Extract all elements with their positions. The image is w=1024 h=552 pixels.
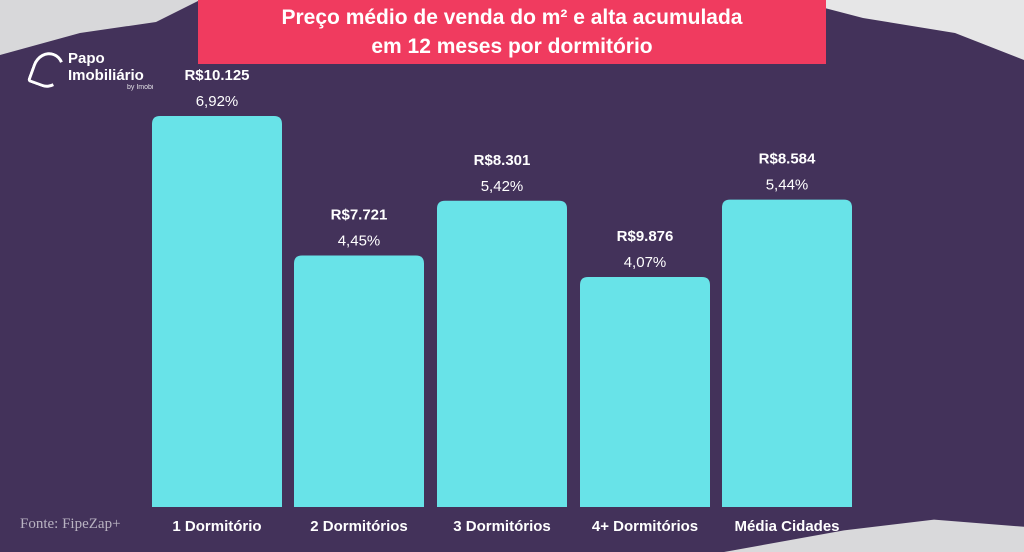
bar — [152, 116, 282, 507]
brand-logo: Papo Imobiliário by Imobi — [26, 47, 172, 96]
x-tick-label: 4+ Dormitórios — [592, 518, 698, 535]
logo-name-line-1: Papo — [68, 50, 105, 67]
x-tick-label: Média Cidades — [734, 518, 839, 535]
bar-percent-label: 5,44% — [766, 177, 809, 194]
chart-title: Preço médio de venda do m² e alta acumul… — [198, 0, 826, 64]
chart-title-line-2: em 12 meses por dormitório — [371, 35, 653, 58]
bar — [722, 199, 852, 508]
logo-name-line-2: Imobiliário — [68, 67, 144, 84]
bar — [294, 255, 424, 507]
bar-percent-label: 6,92% — [196, 93, 239, 110]
bar — [580, 277, 710, 507]
source-note: Fonte: FipeZap+ — [20, 516, 121, 532]
x-tick-label: 3 Dormitórios — [453, 518, 551, 535]
bar-price-label: R$8.584 — [759, 151, 816, 168]
bar-percent-label: 5,42% — [481, 178, 524, 195]
bar-price-label: R$9.876 — [617, 228, 674, 245]
x-tick-label: 2 Dormitórios — [310, 518, 408, 535]
bar-percent-label: 4,45% — [338, 233, 381, 250]
bar-price-label: R$8.301 — [474, 152, 531, 169]
bar-price-label: R$10.125 — [184, 67, 249, 84]
bar-percent-label: 4,07% — [624, 254, 667, 271]
x-tick-label: 1 Dormitório — [172, 518, 261, 535]
bar — [437, 200, 567, 507]
logo-subtitle: by Imobi — [127, 84, 154, 91]
chart-title-line-1: Preço médio de venda do m² e alta acumul… — [281, 6, 743, 29]
bar-price-label: R$7.721 — [331, 207, 388, 224]
